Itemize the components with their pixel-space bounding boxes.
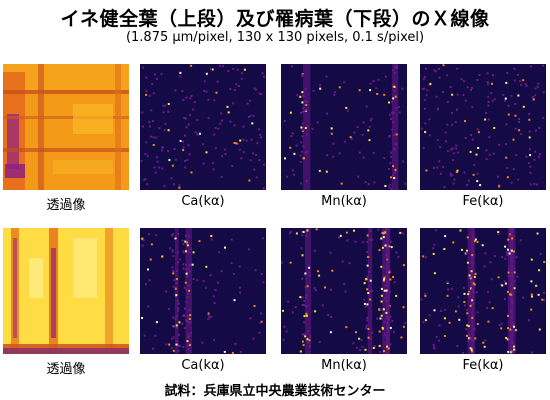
diseased-transmission-image [3, 228, 129, 354]
sample-credit: 試料：兵庫県立中央農業技術センター [164, 384, 386, 399]
caption-diseased-ca: Ca(kα) [181, 358, 225, 373]
figure-title: イネ健全葉（上段）及び罹病葉（下段）のＸ線像 [60, 8, 490, 30]
healthy-ca-map-svg [140, 64, 266, 190]
diseased-fe-map [420, 228, 546, 354]
healthy-ca-map [140, 64, 266, 190]
diseased-mn-map [281, 228, 407, 354]
caption-healthy-mn: Mn(kα) [321, 194, 367, 209]
healthy-fe-map [420, 64, 546, 190]
caption-diseased-transmission: 透過像 [46, 362, 86, 377]
figure-subtitle: (1.875 μm/pixel, 130 x 130 pixels, 0.1 s… [125, 30, 425, 45]
caption-healthy-transmission: 透過像 [46, 198, 86, 213]
caption-diseased-fe: Fe(kα) [462, 358, 504, 373]
caption-healthy-ca: Ca(kα) [181, 194, 225, 209]
healthy-mn-map [281, 64, 407, 190]
healthy-transmission-image [3, 64, 129, 190]
diseased-ca-map [140, 228, 266, 354]
caption-diseased-mn: Mn(kα) [321, 358, 367, 373]
caption-healthy-fe: Fe(kα) [462, 194, 504, 209]
